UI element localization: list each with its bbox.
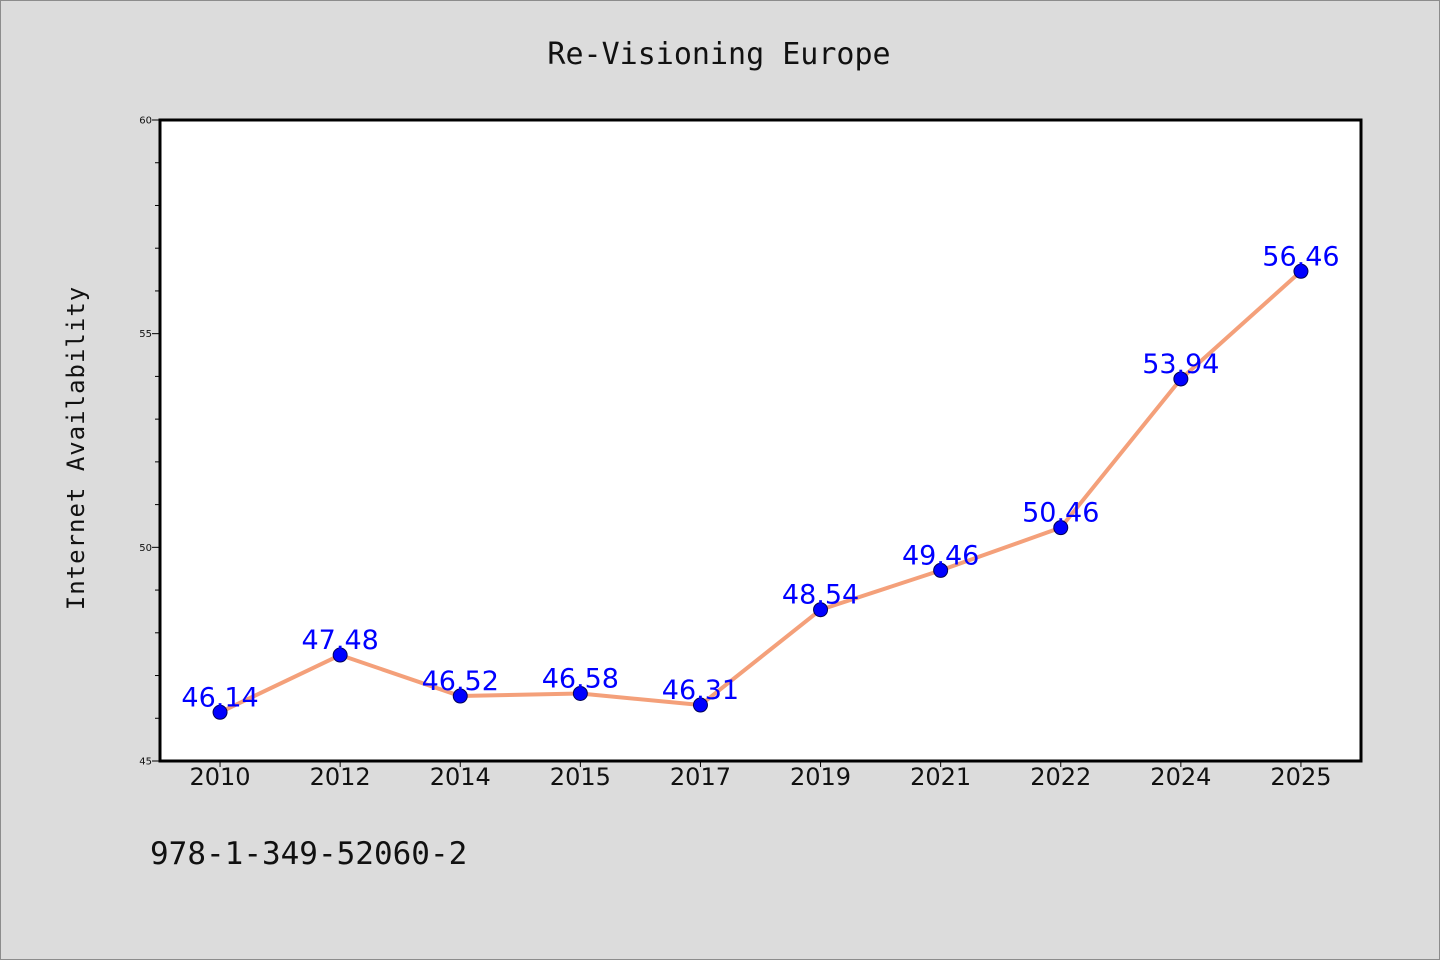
- data-label: 49.46: [902, 540, 979, 571]
- data-point: [572, 685, 588, 701]
- data-label: 46.58: [542, 663, 619, 694]
- footnote-isbn: 978-1-349-52060-2: [150, 836, 467, 872]
- data-point: [1053, 520, 1069, 536]
- y-tick-label: 55: [139, 329, 152, 340]
- x-tick-label: 2015: [550, 763, 611, 791]
- y-tick-label: 50: [139, 543, 152, 554]
- data-point: [1173, 371, 1189, 387]
- plot-area: [160, 120, 1361, 761]
- data-point: [813, 602, 829, 618]
- data-label: 56.46: [1262, 241, 1339, 272]
- data-point: [692, 697, 708, 713]
- series-layer: 46.14 47.48 46.52 46.58 46.31 48.54 49.46 50.46…: [181, 241, 1340, 720]
- y-tick-label: 45: [139, 757, 152, 768]
- series-line: [219, 269, 1303, 715]
- y-axis-label: Internet Availability: [62, 286, 90, 610]
- data-point: [1293, 263, 1309, 279]
- x-tick-label: 2017: [670, 763, 731, 791]
- data-point: [332, 647, 348, 663]
- x-tick-label: 2019: [790, 763, 851, 791]
- x-tick-label: 2014: [430, 763, 491, 791]
- x-tick-label: 2010: [190, 763, 251, 791]
- x-axis-ticks: 2010 2012 2014 2015 2017 2019 2021 2022 2024 2025: [190, 761, 1331, 791]
- data-label: 47.48: [302, 625, 379, 656]
- data-label: 48.54: [782, 580, 859, 611]
- data-point: [452, 688, 468, 704]
- data-point: [212, 704, 228, 720]
- data-label: 46.14: [181, 682, 258, 713]
- x-tick-label: 2024: [1150, 763, 1211, 791]
- x-tick-label: 2021: [910, 763, 971, 791]
- data-label: 46.31: [662, 675, 739, 706]
- data-point: [933, 562, 949, 578]
- data-label: 50.46: [1022, 498, 1099, 529]
- chart-title: Re-Visioning Europe: [547, 37, 890, 72]
- x-tick-label: 2022: [1030, 763, 1091, 791]
- x-tick-label: 2012: [310, 763, 371, 791]
- data-label: 46.52: [422, 666, 499, 697]
- data-label: 53.94: [1142, 349, 1219, 380]
- y-tick-label: 60: [139, 116, 152, 127]
- x-tick-label: 2025: [1270, 763, 1331, 791]
- plot-border: [158, 118, 1363, 763]
- y-axis-ticks: 45 50 55 60: [139, 116, 160, 768]
